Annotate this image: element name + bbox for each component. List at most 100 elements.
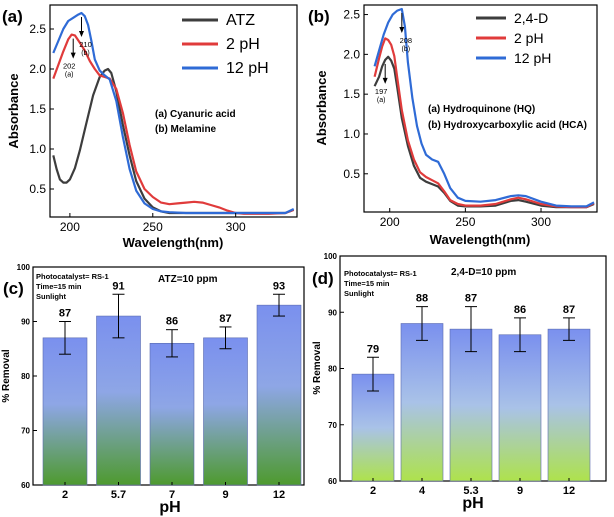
y-axis-label-d: % Removal <box>312 341 323 395</box>
series-line-2 <box>373 7 595 208</box>
y-tick-label-2: 1.5 <box>343 87 360 101</box>
bar-4 <box>547 328 591 482</box>
legend-b: 2,4-D 2 pH 12 pH <box>476 10 551 66</box>
bar-1 <box>96 315 141 486</box>
y-tick-label-0: 60 <box>21 481 30 490</box>
y-tick-label-0: 60 <box>328 477 337 486</box>
axis-ticks-b: 200 250 300 0.5 1.0 1.5 2.0 2.5 <box>343 8 551 229</box>
legend-label-2: 12 pH <box>514 50 551 66</box>
bar-0 <box>42 337 88 486</box>
data-label-0: 79 <box>367 343 379 355</box>
condition-c-1: Photocatalyst= RS-1 <box>36 272 109 281</box>
x-tick-label-4: 12 <box>273 489 285 501</box>
x-tick-label-0: 2 <box>62 489 68 501</box>
chart-title-d: 2,4-D=10 ppm <box>451 267 516 278</box>
annotation-value-1: 210 <box>79 40 92 49</box>
y-tick-label-4: 2.5 <box>29 22 46 36</box>
peak-annotations-b: 197(a) 208(b) <box>375 12 413 104</box>
y-tick-label-2: 80 <box>328 365 337 374</box>
condition-d-3: Sunlight <box>344 289 374 298</box>
note-a-2: (b) Melamine <box>155 124 217 135</box>
x-axis-label-a: Wavelength(nm) <box>123 235 224 250</box>
series-line-1 <box>373 37 595 209</box>
y-tick-label-0: 0.5 <box>343 167 360 181</box>
condition-d-1: Photocatalyst= RS-1 <box>344 269 417 278</box>
x-tick-label-1: 250 <box>455 215 475 229</box>
panel-label-b: (b) <box>308 7 330 26</box>
panel-label-c: (c) <box>3 279 24 298</box>
condition-c-2: Time=15 min <box>36 282 82 291</box>
condition-d-2: Time=15 min <box>344 279 390 288</box>
y-tick-label-2: 1.5 <box>29 102 46 116</box>
annotation-arrowhead-1 <box>399 26 405 33</box>
y-tick-label-3: 90 <box>328 308 337 317</box>
data-label-4: 87 <box>563 304 575 316</box>
y-axis-label-b: Absorbance <box>314 70 329 145</box>
panel-c-removal-bars: 87 91 86 87 93 2 5.7 7 9 12 60 70 80 90 100 (c) ATZ=1… <box>1 263 305 516</box>
annotation-sub-0: (a) <box>377 97 386 104</box>
y-axis-label-a: Absorbance <box>6 73 21 148</box>
annotation-arrowhead-0 <box>70 52 76 59</box>
data-label-3: 86 <box>514 304 526 316</box>
x-tick-label-0: 2 <box>370 485 376 497</box>
annotation-value-0: 197 <box>375 87 388 96</box>
x-tick-label-2: 5.3 <box>463 485 478 497</box>
bar-2 <box>149 342 195 486</box>
x-tick-label-1: 250 <box>143 220 163 234</box>
data-label-2: 86 <box>166 316 178 328</box>
data-label-3: 87 <box>219 313 231 325</box>
y-tick-label-4: 100 <box>324 252 338 261</box>
panel-label-d: (d) <box>312 269 334 288</box>
x-tick-label-4: 12 <box>563 485 575 497</box>
annotation-value-0: 202 <box>63 62 76 71</box>
y-tick-label-3: 90 <box>21 318 30 327</box>
legend-label-0: ATZ <box>226 12 255 29</box>
x-tick-label-0: 200 <box>60 220 80 234</box>
bar-4 <box>256 304 302 486</box>
annotation-value-1: 208 <box>400 36 413 45</box>
y-tick-label-3: 2.0 <box>29 62 46 76</box>
note-b-2: (b) Hydroxycarboxylic acid (HCA) <box>428 120 587 131</box>
x-tick-label-2: 300 <box>531 215 551 229</box>
legend-label-1: 2 pH <box>226 36 260 53</box>
series-lines-b <box>373 7 595 209</box>
y-tick-label-3: 2.0 <box>343 47 360 61</box>
annotation-sub-0: (a) <box>65 72 74 79</box>
peak-annotations-a: 202(a) 210(b) <box>63 17 92 79</box>
annotation-sub-1: (b) <box>402 46 411 53</box>
axis-ticks-c: 2 5.7 7 9 12 60 70 80 90 100 <box>17 263 285 501</box>
annotation-arrowhead-1 <box>78 31 84 37</box>
series-line-1 <box>52 33 295 215</box>
note-a-1: (a) Cyanuric acid <box>155 109 236 120</box>
x-axis-label-c: pH <box>159 499 180 516</box>
x-tick-label-3: 9 <box>222 489 228 501</box>
plot-frame-a <box>49 4 298 218</box>
bar-3 <box>498 334 542 482</box>
y-tick-label-0: 0.5 <box>29 182 46 196</box>
y-tick-label-1: 70 <box>21 427 30 436</box>
bar-2 <box>449 328 493 482</box>
panel-label-a: (a) <box>2 7 23 26</box>
x-axis-label-b: Wavelength(nm) <box>430 232 531 247</box>
x-tick-label-1: 4 <box>419 485 426 497</box>
bars-c: 87 91 86 87 93 <box>42 280 302 486</box>
x-tick-label-3: 9 <box>517 485 523 497</box>
x-tick-label-0: 200 <box>380 215 400 229</box>
data-label-4: 93 <box>273 280 285 292</box>
y-tick-label-2: 80 <box>21 372 30 381</box>
series-line-0 <box>52 67 295 215</box>
axis-ticks-d: 2 4 5.3 9 12 60 70 80 90 100 <box>324 252 575 497</box>
series-line-0 <box>373 55 595 209</box>
series-lines-a <box>52 11 295 215</box>
bar-1 <box>400 323 444 482</box>
legend-label-1: 2 pH <box>514 30 544 46</box>
bar-0 <box>351 373 395 482</box>
note-b-1: (a) Hydroquinone (HQ) <box>428 104 535 115</box>
x-axis-label-d: pH <box>462 495 483 512</box>
y-tick-label-4: 2.5 <box>343 8 360 22</box>
annotation-arrowhead-0 <box>382 77 388 84</box>
axis-ticks-a: 200 250 300 0.5 1.0 1.5 2.0 2.5 <box>29 22 246 234</box>
